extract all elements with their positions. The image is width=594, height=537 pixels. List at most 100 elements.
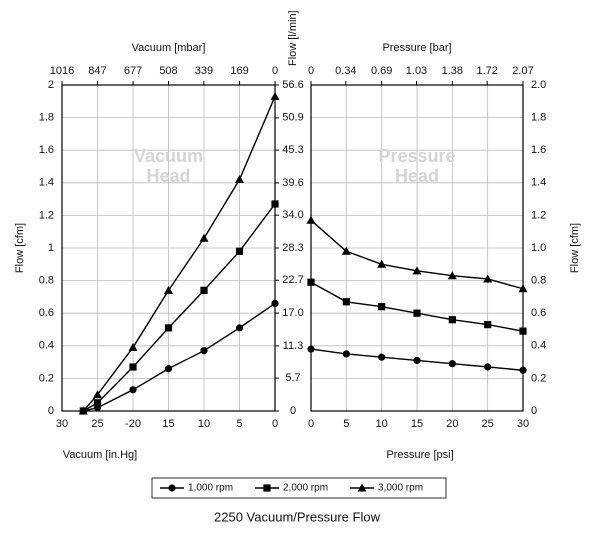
x-tick-label: 30 <box>56 418 68 430</box>
y-tick-label: 1.2 <box>39 209 54 221</box>
marker <box>341 246 351 255</box>
y-tick-label: 1.2 <box>531 209 546 221</box>
marker <box>306 215 316 224</box>
y-tick-label: 0.2 <box>39 372 54 384</box>
marker <box>164 324 173 332</box>
y2-tick-label: 50.9 <box>282 112 303 124</box>
x-axis-label: Vacuum [in.Hg] <box>63 449 137 461</box>
y-tick-label: 0.6 <box>531 307 546 319</box>
x-tick-label: 15 <box>162 418 174 430</box>
y2-tick-label: 22.7 <box>282 274 303 286</box>
marker <box>93 390 102 399</box>
y-tick-label: 1.4 <box>531 177 546 189</box>
marker <box>128 342 138 351</box>
y-tick-label: 0.2 <box>531 372 546 384</box>
marker <box>519 327 527 335</box>
x-tick-label: 0 <box>308 418 314 430</box>
y2-tick-label: 17.0 <box>282 307 303 319</box>
x2-tick-label: 847 <box>88 65 106 77</box>
x2-tick-label: 2.07 <box>512 65 533 77</box>
y-tick-label: 1.6 <box>531 144 546 156</box>
marker <box>200 286 208 294</box>
x-tick-label: 5 <box>343 418 349 430</box>
x-tick-label: 30 <box>517 418 529 430</box>
x2-tick-label: 0.34 <box>335 65 356 77</box>
marker <box>377 259 387 268</box>
x2-tick-label: 677 <box>124 65 142 77</box>
marker <box>307 278 315 286</box>
marker <box>129 386 137 394</box>
y2-axis-label: Flow [l/min] <box>287 10 299 66</box>
annotation: Pressure <box>378 146 455 166</box>
marker <box>448 360 456 368</box>
x-tick-label: 25 <box>482 418 494 430</box>
legend-marker <box>263 484 271 492</box>
marker <box>164 365 173 373</box>
series-line <box>83 302 276 412</box>
series-line <box>82 203 276 412</box>
marker <box>164 285 173 294</box>
marker <box>271 299 279 308</box>
x2-tick-label: 169 <box>230 65 248 77</box>
y2-tick-label: 28.3 <box>282 242 303 254</box>
y2-tick-label: 39.6 <box>282 177 303 189</box>
y-tick-label: 2.0 <box>531 79 546 91</box>
plot-frame <box>310 84 524 412</box>
marker <box>78 406 88 415</box>
marker <box>413 356 421 365</box>
x-tick-label: -20 <box>125 418 141 430</box>
legend-box <box>151 477 447 499</box>
x-axis-label: Pressure [psi] <box>386 449 453 461</box>
marker <box>93 399 102 407</box>
y-tick-label: 1.0 <box>531 242 546 254</box>
legend-label: 1,000 rpm <box>188 483 233 494</box>
marker <box>342 350 350 358</box>
x2-tick-label: 1016 <box>50 65 74 77</box>
marker <box>413 309 421 317</box>
marker <box>518 284 528 293</box>
y-tick-label: 1.6 <box>39 144 54 156</box>
marker <box>378 353 386 361</box>
plot-frame <box>61 84 276 412</box>
annotation: Head <box>146 166 190 186</box>
marker <box>519 366 527 374</box>
x-tick-label: 0 <box>272 418 278 430</box>
x2-axis-label: Vacuum [mbar] <box>132 42 206 54</box>
y2-tick-label: 45.3 <box>282 144 303 156</box>
y2-tick-label: 11.3 <box>283 340 304 352</box>
marker <box>271 200 279 208</box>
marker <box>307 345 315 353</box>
marker <box>378 303 386 311</box>
x-tick-label: 25 <box>91 418 103 430</box>
x-tick-label: 10 <box>198 418 210 430</box>
marker <box>483 274 493 283</box>
marker <box>200 347 208 355</box>
y-tick-label: 1.8 <box>531 112 546 124</box>
x-tick-label: 10 <box>376 418 388 430</box>
marker <box>270 91 280 100</box>
marker <box>447 271 457 280</box>
legend-label: 2,000 rpm <box>283 483 328 494</box>
x2-tick-label: 508 <box>159 65 177 77</box>
legend-marker <box>357 483 367 492</box>
chart-title: 2250 Vacuum/Pressure Flow <box>214 509 381 524</box>
y-tick-label: 1 <box>48 242 54 254</box>
y-axis-label: Flow [cfm] <box>569 223 581 273</box>
legend-label: 3,000 rpm <box>378 483 423 494</box>
y-tick-label: 0.4 <box>531 340 546 352</box>
legend-marker <box>168 484 176 492</box>
y-tick-label: 0 <box>48 405 54 417</box>
y-axis-label: Flow [cfm] <box>14 223 26 273</box>
y2-tick-label: 0 <box>290 405 296 417</box>
legend: 1,000 rpm 2,000 rpm 3,000 rpm <box>151 477 447 499</box>
x2-tick-label: 0.69 <box>371 65 392 77</box>
y-tick-label: 2 <box>48 79 54 91</box>
x-tick-label: 20 <box>446 418 458 430</box>
x2-tick-label: 1.72 <box>476 65 497 77</box>
marker <box>484 321 492 329</box>
y2-tick-label: 56.6 <box>282 79 303 91</box>
marker <box>448 316 456 324</box>
marker <box>412 266 422 275</box>
marker <box>235 324 244 332</box>
annotation: Vacuum <box>134 146 203 166</box>
